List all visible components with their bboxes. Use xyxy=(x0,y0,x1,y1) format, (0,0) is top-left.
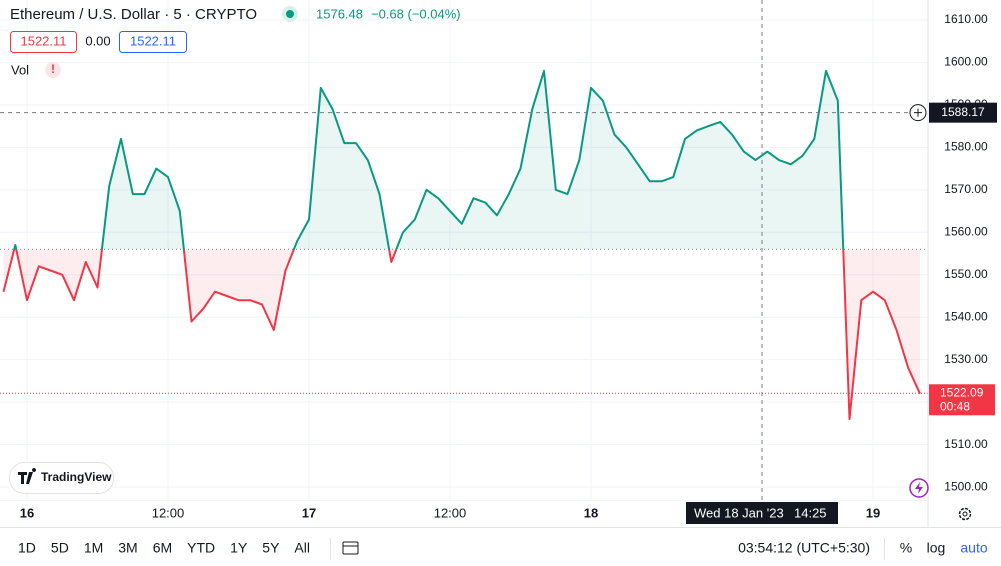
y-tick-label: 1530.00 xyxy=(944,352,988,366)
range-button[interactable]: 1Y xyxy=(230,540,248,556)
grid xyxy=(0,0,928,500)
brand-logo xyxy=(18,468,37,484)
crosshair-date: Wed 18 Jan '23 xyxy=(694,505,784,520)
toolbar: 1D 5D 1M 3M 6M YTD 1Y 5Y All xyxy=(18,540,310,556)
countdown: 00:48 xyxy=(940,399,970,413)
y-tick-label: 1510.00 xyxy=(944,437,988,451)
symbol: Ethereum / U.S. Dollar · 5 · CRYPTO xyxy=(10,6,257,23)
range-button[interactable]: 3M xyxy=(118,540,137,556)
date-range-icon[interactable] xyxy=(342,541,359,555)
lightning-button[interactable] xyxy=(909,478,929,498)
y-tick-label: 1540.00 xyxy=(944,309,988,323)
y-tick-label: 1500.00 xyxy=(944,479,988,493)
status-dot xyxy=(286,10,294,18)
x-tick-label: 12:00 xyxy=(152,505,185,520)
brand-name: TradingView xyxy=(41,470,112,484)
baseline-area xyxy=(3,70,920,420)
alert-badge[interactable] xyxy=(45,62,61,78)
plot xyxy=(0,0,928,500)
y-tick-label: 1600.00 xyxy=(944,55,988,69)
x-tick-label: 19 xyxy=(866,505,880,520)
settings-button[interactable] xyxy=(958,507,972,521)
clock[interactable]: 03:54:12 (UTC+5:30) xyxy=(738,540,870,556)
x-tick-label: 17 xyxy=(302,505,316,520)
x-tick-label: 12:00 xyxy=(434,505,467,520)
range-button[interactable]: 1M xyxy=(84,540,103,556)
settings-hole xyxy=(962,511,968,517)
ask[interactable]: 1522.11 xyxy=(130,33,176,48)
alert-mark: ! xyxy=(51,62,55,76)
buy-box[interactable] xyxy=(119,31,187,53)
spread: 0.00 xyxy=(85,33,110,48)
y-tick-label: 1610.00 xyxy=(944,12,988,26)
crosshair-price-label: 1588.17 xyxy=(941,105,985,119)
indicator: Vol xyxy=(11,62,29,77)
lightning-icon xyxy=(915,482,923,494)
range-button[interactable]: 1D xyxy=(18,540,36,556)
range-button[interactable]: All xyxy=(294,540,310,556)
x-tick-label: 18 xyxy=(584,505,598,520)
add-alert-plus xyxy=(914,108,922,117)
y-tick-label: 1560.00 xyxy=(944,224,988,238)
last-price-box xyxy=(929,384,995,416)
y-tick-label: 1570.00 xyxy=(944,182,988,196)
log-toggle[interactable]: log xyxy=(927,540,946,556)
y-tick-label: 1550.00 xyxy=(944,267,988,281)
range-button[interactable]: YTD xyxy=(187,540,215,556)
axes: 1500.001510.001520.001530.001540.001550.… xyxy=(20,12,997,524)
crosshair-price-box xyxy=(929,102,997,123)
change: −0.68 (−0.04%) xyxy=(371,6,461,21)
range-button[interactable]: 5Y xyxy=(262,540,280,556)
range-button[interactable]: 5D xyxy=(51,540,69,556)
price-line xyxy=(2,69,921,421)
bid[interactable]: 1522.11 xyxy=(20,33,66,48)
y-tick-label: 1580.00 xyxy=(944,140,988,154)
crosshair-time: 14:25 xyxy=(794,505,827,520)
crosshair-time-box xyxy=(686,502,838,524)
last-price-label: 1522.09 xyxy=(940,385,984,399)
auto-toggle[interactable]: auto xyxy=(960,540,987,556)
x-tick-label: 16 xyxy=(20,505,34,520)
range-button[interactable]: 6M xyxy=(153,540,172,556)
last-price: 1576.48 xyxy=(316,6,363,21)
sell-box[interactable] xyxy=(10,31,77,53)
percent-toggle[interactable]: % xyxy=(900,540,912,556)
